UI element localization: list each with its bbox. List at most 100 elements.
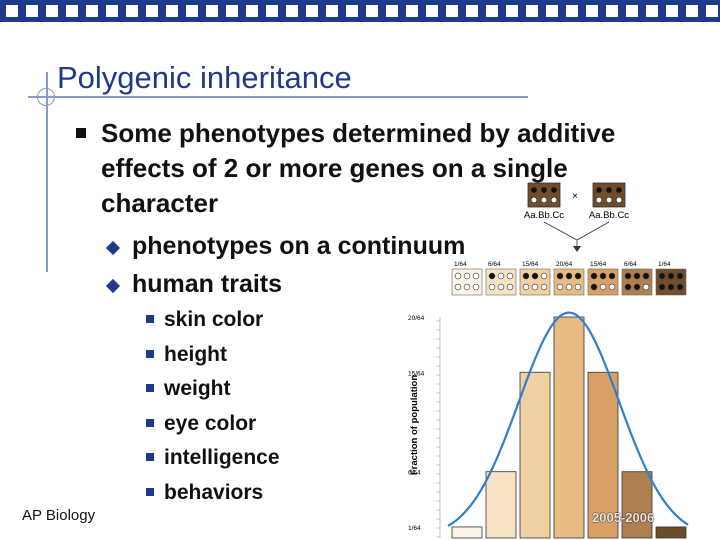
decor-horizontal-line xyxy=(28,96,528,98)
allele-dot-empty xyxy=(642,283,650,291)
band-square xyxy=(366,5,378,17)
subbullet-text: human traits xyxy=(132,270,283,298)
distribution-bar xyxy=(519,371,551,539)
distribution-bar xyxy=(655,526,687,539)
square-bullet-icon xyxy=(146,487,154,496)
fraction-label: 15/64 xyxy=(590,261,607,268)
allele-dot-empty xyxy=(608,283,616,291)
allele-dot-filled xyxy=(658,283,666,291)
allele-dot-filled xyxy=(667,272,675,280)
cross-lines xyxy=(543,221,610,250)
allele-dot-empty xyxy=(497,283,505,291)
allele-dot-filled xyxy=(633,283,641,291)
band-square xyxy=(206,5,218,17)
distribution-bar xyxy=(485,471,517,539)
band-square xyxy=(246,5,258,17)
band-square xyxy=(66,5,78,17)
decor-crosshair-circle xyxy=(37,88,55,106)
band-square xyxy=(326,5,338,17)
band-square xyxy=(106,5,118,17)
allele-dot-empty xyxy=(488,283,496,291)
allele-dot-empty xyxy=(574,283,582,291)
band-square xyxy=(546,5,558,17)
main-bullet-text: Some phenotypes determined by additive e… xyxy=(101,118,616,218)
band-square xyxy=(686,5,698,17)
band-square xyxy=(706,5,718,17)
cross-symbol: × xyxy=(572,191,578,202)
allele-dot-filled xyxy=(642,272,650,280)
band-square xyxy=(86,5,98,17)
band-square xyxy=(26,5,38,17)
band-square xyxy=(446,5,458,17)
band-square xyxy=(306,5,318,17)
fraction-label: 15/64 xyxy=(522,261,539,268)
year-label: 2005-2006 xyxy=(592,510,655,525)
allele-dot-empty xyxy=(506,272,514,280)
fraction-label: 6/64 xyxy=(624,261,637,268)
y-tick-label: 1/64 xyxy=(408,525,421,532)
band-square xyxy=(226,5,238,17)
parent-left-label: Aa.Bb.Cc xyxy=(524,210,564,221)
allele-dot-empty xyxy=(565,283,573,291)
allele-dot-filled xyxy=(608,272,616,280)
band-square xyxy=(46,5,58,17)
allele-dot-filled xyxy=(676,272,684,280)
allele-dot-filled xyxy=(531,272,539,280)
distribution-bar xyxy=(587,371,619,539)
band-square xyxy=(386,5,398,17)
diamond-bullet-icon xyxy=(105,278,121,294)
allele-dot-filled xyxy=(624,272,632,280)
band-square xyxy=(166,5,178,17)
parent-right: Aa.Bb.Cc xyxy=(589,182,629,221)
allele-dot-filled xyxy=(624,283,632,291)
distribution-bar xyxy=(621,471,653,539)
parent-right-label: Aa.Bb.Cc xyxy=(589,210,629,221)
fraction-label: 6/64 xyxy=(488,261,501,268)
allele-dot-filled xyxy=(633,272,641,280)
allele-dot-empty xyxy=(472,272,480,280)
allele-dot-empty xyxy=(599,283,607,291)
band-square xyxy=(6,5,18,17)
band-square xyxy=(266,5,278,17)
allele-dot-empty xyxy=(463,272,471,280)
allele-dot-filled xyxy=(522,272,530,280)
square-bullet-icon xyxy=(146,453,154,461)
allele-dot-empty xyxy=(497,272,505,280)
allele-dot-filled xyxy=(667,283,675,291)
fraction-label: 1/64 xyxy=(658,261,671,268)
allele-dot-empty xyxy=(540,272,548,280)
allele-dot-filled xyxy=(658,272,666,280)
allele-dot-filled xyxy=(488,272,496,280)
band-square xyxy=(626,5,638,17)
fraction-label: 1/64 xyxy=(454,261,467,268)
square-bullet-icon xyxy=(146,418,154,427)
band-square xyxy=(426,5,438,17)
square-bullet-icon xyxy=(146,384,154,392)
parent-left-swatch xyxy=(527,182,561,208)
allele-dot-filled xyxy=(676,283,684,291)
band-square xyxy=(646,5,658,17)
distribution-chart: 20/64 15/64 6/64 1/64 xyxy=(408,311,689,539)
allele-dot-filled xyxy=(574,272,582,280)
band-square xyxy=(346,5,358,17)
fraction-label: 20/64 xyxy=(556,261,573,268)
band-square xyxy=(186,5,198,17)
y-tick-label: 15/64 xyxy=(408,370,425,377)
y-axis-label: Fraction of population xyxy=(409,375,420,475)
allele-dot-empty xyxy=(454,272,462,280)
band-square xyxy=(506,5,518,17)
allele-dot-empty xyxy=(522,283,530,291)
allele-dot-empty xyxy=(454,283,462,291)
band-square xyxy=(606,5,618,17)
offspring-swatches: 1/64 6/64 15/64 20/64 15/64 6/64 1/64 xyxy=(451,261,687,296)
title-bar-band xyxy=(0,0,720,22)
parent-left: Aa.Bb.Cc xyxy=(524,182,564,221)
allele-dot-filled xyxy=(556,272,564,280)
allele-dot-empty xyxy=(506,283,514,291)
distribution-bar xyxy=(451,526,483,539)
allele-dot-filled xyxy=(590,283,598,291)
parent-right-swatch xyxy=(592,182,626,208)
normal-curve xyxy=(447,311,689,527)
slide-title: Polygenic inheritance xyxy=(57,60,352,95)
allele-dot-empty xyxy=(463,283,471,291)
